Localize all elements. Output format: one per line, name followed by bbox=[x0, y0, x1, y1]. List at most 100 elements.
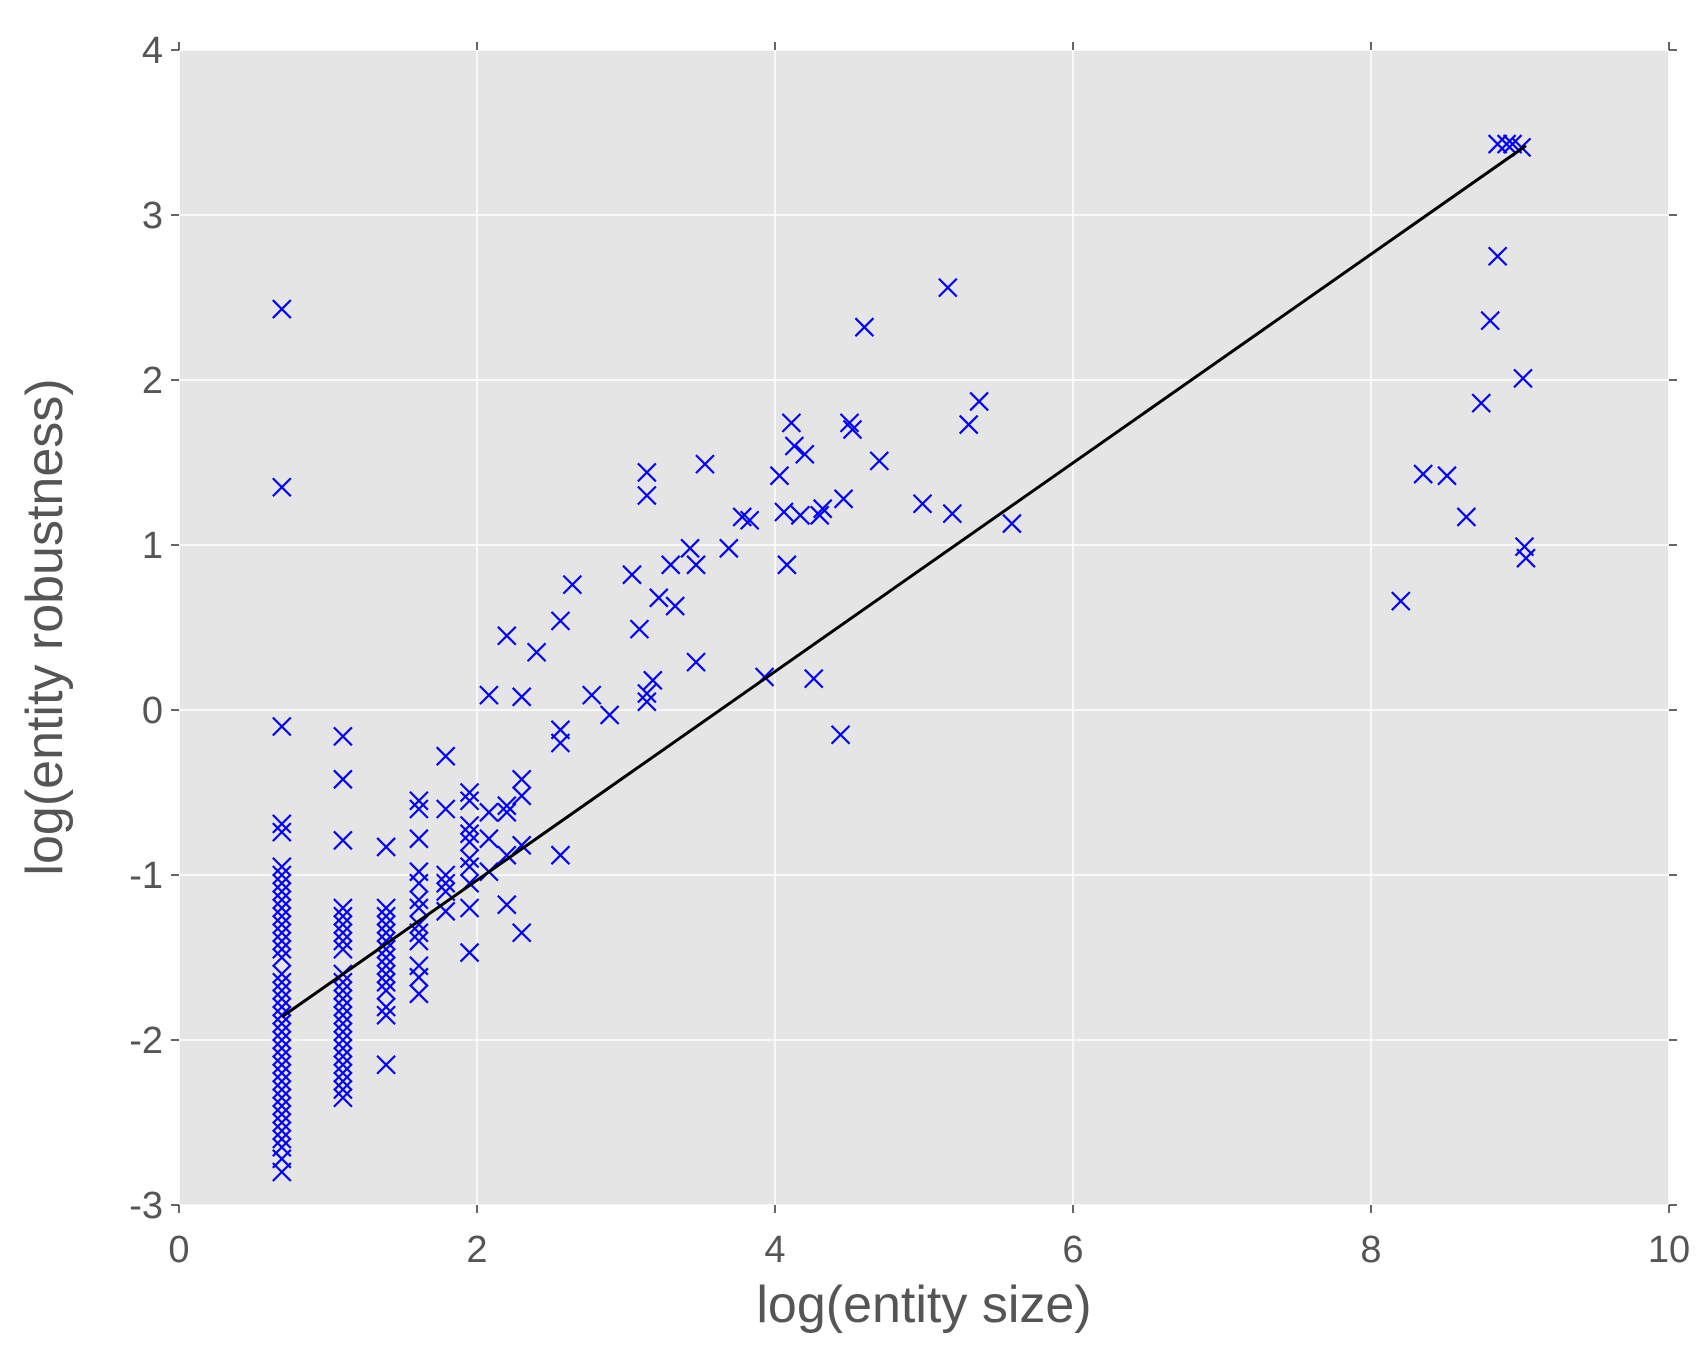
data-point bbox=[333, 726, 353, 747]
data-point bbox=[333, 1063, 353, 1083]
data-point bbox=[333, 1054, 353, 1075]
data-point bbox=[459, 856, 480, 877]
data-point bbox=[1513, 368, 1533, 389]
regression-line-group bbox=[280, 144, 1527, 1019]
data-point bbox=[511, 769, 532, 790]
plot-area bbox=[179, 50, 1669, 1205]
data-points bbox=[272, 134, 1536, 1182]
data-point bbox=[409, 799, 429, 819]
data-point bbox=[769, 465, 790, 486]
data-point bbox=[272, 1054, 292, 1075]
data-point bbox=[686, 555, 706, 575]
data-point bbox=[333, 769, 353, 790]
data-point bbox=[272, 1079, 292, 1100]
data-point bbox=[333, 914, 353, 935]
data-point bbox=[833, 489, 854, 509]
data-point bbox=[581, 685, 602, 705]
data-point bbox=[409, 931, 429, 951]
data-point bbox=[629, 619, 650, 639]
data-point bbox=[376, 955, 396, 976]
data-point bbox=[333, 980, 353, 1001]
data-point bbox=[272, 814, 292, 834]
data-point bbox=[497, 795, 517, 816]
x-tick-label: 10 bbox=[1648, 1229, 1690, 1271]
data-point bbox=[333, 1030, 353, 1050]
data-point bbox=[333, 1087, 353, 1108]
data-point bbox=[272, 477, 292, 498]
data-point bbox=[942, 503, 963, 524]
data-point bbox=[333, 997, 353, 1017]
data-point bbox=[376, 980, 396, 1001]
data-point bbox=[1487, 246, 1508, 267]
data-point bbox=[938, 277, 958, 298]
data-point bbox=[409, 873, 429, 894]
data-point bbox=[1480, 310, 1500, 331]
data-point bbox=[550, 733, 571, 753]
x-tick-label: 6 bbox=[1062, 1229, 1083, 1271]
data-point bbox=[376, 947, 396, 968]
data-point bbox=[272, 1013, 292, 1034]
data-point bbox=[1487, 134, 1508, 154]
data-point bbox=[376, 964, 396, 984]
y-tick-label: 3 bbox=[142, 195, 163, 237]
y-tick-label: 1 bbox=[142, 525, 163, 567]
data-point bbox=[958, 414, 979, 435]
data-point bbox=[550, 611, 571, 631]
data-point bbox=[272, 856, 292, 877]
data-point bbox=[333, 1071, 353, 1092]
data-point bbox=[637, 485, 657, 506]
data-point bbox=[333, 1013, 353, 1034]
data-point bbox=[869, 451, 890, 471]
data-point bbox=[409, 898, 429, 918]
data-point bbox=[686, 652, 706, 672]
data-point bbox=[272, 1030, 292, 1050]
data-point bbox=[459, 790, 480, 811]
data-point bbox=[695, 454, 715, 474]
data-point bbox=[1496, 134, 1517, 154]
data-point bbox=[376, 906, 396, 927]
y-tick-label: 2 bbox=[142, 360, 163, 402]
y-tick-label: -2 bbox=[129, 1020, 163, 1062]
x-tick-label: 0 bbox=[168, 1229, 189, 1271]
data-point bbox=[637, 683, 657, 704]
data-point bbox=[830, 724, 851, 745]
data-point bbox=[409, 828, 429, 849]
data-point bbox=[272, 1112, 292, 1133]
y-axis-label: log(entity robustness) bbox=[16, 378, 74, 875]
data-point bbox=[790, 505, 811, 526]
data-point bbox=[622, 564, 642, 585]
data-point bbox=[1456, 507, 1477, 527]
data-point bbox=[272, 939, 292, 960]
data-point bbox=[435, 746, 456, 766]
data-point bbox=[526, 642, 547, 663]
data-point bbox=[459, 898, 480, 918]
data-point bbox=[637, 462, 657, 483]
data-point bbox=[809, 505, 830, 526]
data-point bbox=[409, 984, 429, 1004]
data-point bbox=[1413, 464, 1433, 484]
data-point bbox=[333, 1005, 353, 1026]
data-point bbox=[409, 889, 429, 910]
data-point bbox=[795, 444, 815, 465]
data-point bbox=[1516, 548, 1536, 568]
data-point bbox=[409, 790, 429, 811]
data-point bbox=[479, 685, 499, 705]
data-point bbox=[497, 625, 517, 646]
data-point bbox=[459, 942, 480, 963]
data-point bbox=[1002, 513, 1022, 534]
data-point bbox=[272, 988, 292, 1009]
data-point bbox=[459, 815, 480, 836]
data-point bbox=[333, 1079, 353, 1100]
data-point bbox=[272, 716, 292, 737]
data-point bbox=[774, 502, 794, 522]
data-point bbox=[272, 822, 292, 842]
data-point bbox=[459, 782, 480, 803]
data-point bbox=[272, 914, 292, 935]
data-point bbox=[272, 1071, 292, 1092]
data-point bbox=[272, 1120, 292, 1141]
data-point bbox=[376, 997, 396, 1017]
data-point bbox=[333, 1046, 353, 1067]
